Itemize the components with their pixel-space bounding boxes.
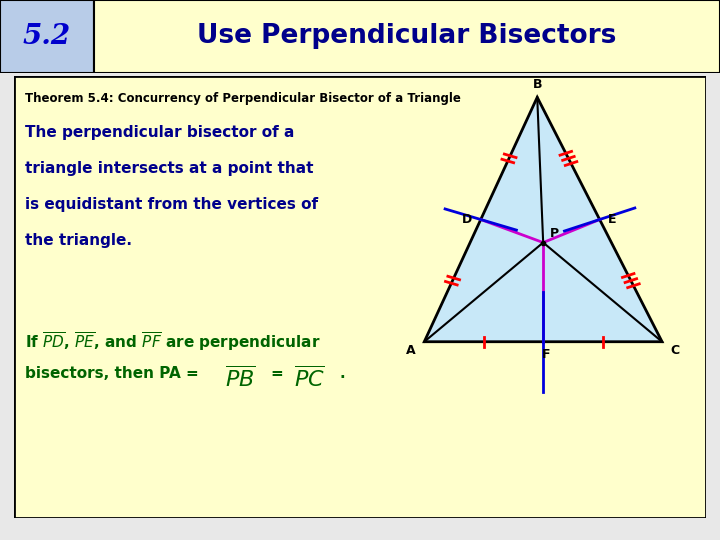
Text: the triangle.: the triangle.	[24, 233, 132, 248]
Text: .: .	[339, 366, 345, 381]
Text: E: E	[608, 213, 616, 226]
Text: Theorem 5.4: Concurrency of Perpendicular Bisector of a Triangle: Theorem 5.4: Concurrency of Perpendicula…	[24, 92, 461, 105]
Text: F: F	[542, 348, 551, 361]
Text: is equidistant from the vertices of: is equidistant from the vertices of	[24, 197, 318, 212]
Bar	[94, 0, 720, 73]
Text: P: P	[550, 227, 559, 240]
Text: =: =	[270, 366, 283, 381]
Text: A: A	[406, 345, 416, 357]
Text: bisectors, then PA =: bisectors, then PA =	[24, 366, 204, 381]
Text: $\overline{PC}$: $\overline{PC}$	[294, 366, 325, 391]
Text: $\overline{PB}$: $\overline{PB}$	[225, 366, 256, 391]
Text: The perpendicular bisector of a: The perpendicular bisector of a	[24, 125, 294, 140]
Text: 5.2: 5.2	[23, 23, 71, 50]
Bar	[0, 0, 94, 73]
Text: Use Perpendicular Bisectors: Use Perpendicular Bisectors	[197, 23, 616, 50]
Text: B: B	[533, 78, 542, 91]
Text: C: C	[670, 345, 680, 357]
Text: triangle intersects at a point that: triangle intersects at a point that	[24, 161, 313, 177]
Text: D: D	[462, 213, 472, 226]
Text: If $\overline{PD}$, $\overline{PE}$, and $\overline{PF}$ are perpendicular: If $\overline{PD}$, $\overline{PE}$, and…	[24, 330, 320, 353]
Polygon shape	[424, 97, 662, 342]
